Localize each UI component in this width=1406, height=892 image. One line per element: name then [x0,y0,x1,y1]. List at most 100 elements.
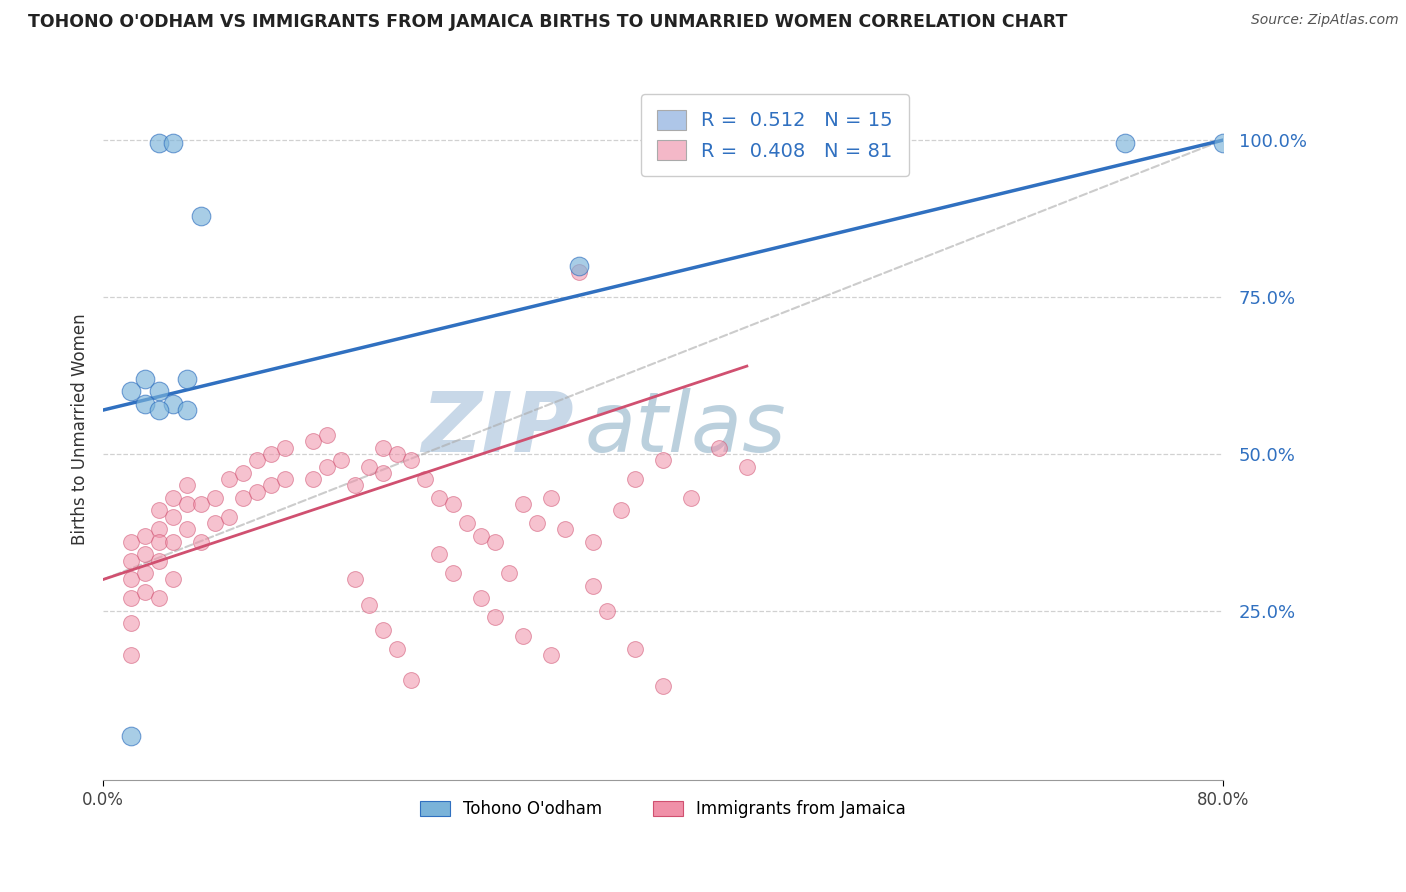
Point [232,491,254,505]
Text: ZIP: ZIP [420,388,574,469]
Point [162,534,184,549]
Point [470,591,492,606]
Point [176,478,198,492]
Point [371,623,394,637]
Point [554,522,576,536]
Point [120,648,142,662]
Point [302,472,325,486]
Point [526,516,548,530]
Point [204,491,226,505]
Point [134,528,156,542]
Point [120,616,142,631]
Point [385,641,408,656]
Point [735,459,758,474]
Text: atlas: atlas [585,388,786,469]
Point [218,472,240,486]
Point [162,397,184,411]
Point [456,516,478,530]
Point [190,534,212,549]
Point [260,447,283,461]
Point [385,447,408,461]
Point [120,591,142,606]
Point [232,466,254,480]
Point [651,679,673,693]
Point [568,259,591,273]
Point [134,548,156,562]
Point [176,522,198,536]
Point [427,491,450,505]
Point [120,534,142,549]
Point [134,372,156,386]
Point [610,503,633,517]
Point [330,453,353,467]
Point [176,497,198,511]
Point [624,641,647,656]
Point [134,566,156,581]
Point [582,579,605,593]
Point [148,591,170,606]
Point [302,434,325,449]
Point [540,648,562,662]
Point [316,428,339,442]
Point [357,459,380,474]
Point [399,673,422,687]
Point [441,566,464,581]
Point [344,573,367,587]
Point [162,573,184,587]
Point [441,497,464,511]
Point [120,554,142,568]
Point [651,453,673,467]
Point [484,534,506,549]
Text: TOHONO O'ODHAM VS IMMIGRANTS FROM JAMAICA BIRTHS TO UNMARRIED WOMEN CORRELATION : TOHONO O'ODHAM VS IMMIGRANTS FROM JAMAIC… [28,13,1067,31]
Point [148,384,170,399]
Point [190,209,212,223]
Point [274,472,297,486]
Point [120,384,142,399]
Point [371,441,394,455]
Point [162,136,184,151]
Point [596,604,619,618]
Point [1212,136,1234,151]
Point [176,403,198,417]
Point [1114,136,1136,151]
Point [274,441,297,455]
Point [498,566,520,581]
Point [120,730,142,744]
Legend: Tohono O'odham, Immigrants from Jamaica: Tohono O'odham, Immigrants from Jamaica [413,793,912,825]
Point [470,528,492,542]
Point [260,478,283,492]
Point [148,534,170,549]
Point [162,509,184,524]
Y-axis label: Births to Unmarried Women: Births to Unmarried Women [72,313,89,545]
Point [512,497,534,511]
Point [120,573,142,587]
Point [218,509,240,524]
Point [148,554,170,568]
Point [357,598,380,612]
Point [679,491,702,505]
Point [148,522,170,536]
Point [512,629,534,643]
Point [148,136,170,151]
Point [624,472,647,486]
Point [148,503,170,517]
Point [568,265,591,279]
Point [246,453,269,467]
Point [162,491,184,505]
Point [371,466,394,480]
Point [484,610,506,624]
Point [316,459,339,474]
Point [204,516,226,530]
Point [176,372,198,386]
Text: Source: ZipAtlas.com: Source: ZipAtlas.com [1251,13,1399,28]
Point [427,548,450,562]
Point [134,397,156,411]
Point [134,585,156,599]
Point [344,478,367,492]
Point [582,534,605,549]
Point [707,441,730,455]
Point [540,491,562,505]
Point [246,484,269,499]
Point [413,472,436,486]
Point [399,453,422,467]
